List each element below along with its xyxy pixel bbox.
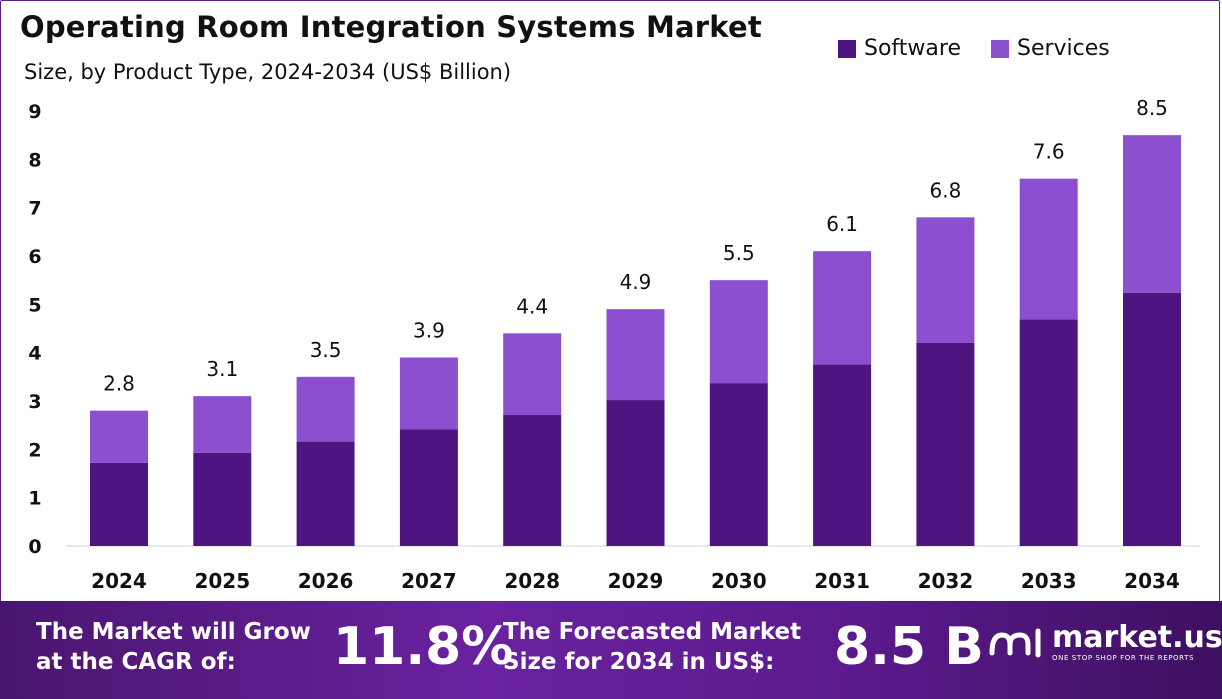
bar-software	[90, 462, 148, 546]
bar-total-label: 5.5	[723, 241, 755, 265]
legend-item-software: Software	[838, 36, 961, 61]
bar-services	[90, 410, 148, 463]
x-tick-label: 2027	[401, 569, 457, 593]
bar-services	[709, 280, 768, 384]
legend-label-software: Software	[864, 36, 961, 61]
legend-swatch-services	[990, 39, 1009, 58]
footer-banner: The Market will Grow at the CAGR of: 11.…	[0, 601, 1222, 699]
y-tick-label: 3	[28, 391, 41, 413]
bar-software	[1123, 292, 1181, 546]
x-tick-label: 2028	[504, 569, 560, 593]
bar-software	[1019, 319, 1078, 546]
y-tick-label: 6	[28, 246, 41, 268]
legend-label-services: Services	[1016, 36, 1110, 61]
bar-software	[916, 343, 975, 546]
x-tick-label: 2031	[814, 569, 870, 593]
y-tick-label: 2	[28, 439, 41, 461]
legend-swatch-software	[838, 39, 856, 58]
bar-software	[503, 415, 562, 546]
bar-software	[709, 383, 768, 546]
x-tick-label: 2032	[918, 569, 974, 593]
cagr-label-line2: at the CAGR of:	[36, 649, 236, 675]
x-tick-label: 2029	[608, 569, 664, 593]
x-tick-label: 2034	[1124, 569, 1180, 593]
bar-services	[193, 396, 252, 453]
chart-title: Operating Room Integration Systems Marke…	[20, 10, 762, 44]
x-tick-label: 2024	[91, 569, 147, 593]
bar-software	[399, 429, 458, 546]
forecast-label-line2: Size for 2034 in US$:	[503, 649, 775, 675]
bar-services	[1123, 135, 1181, 293]
forecast-value: 8.5 B	[834, 617, 984, 677]
y-tick-label: 4	[28, 343, 41, 365]
bar-total-label: 3.1	[206, 357, 238, 381]
bar-software	[813, 364, 872, 546]
y-tick-label: 8	[28, 149, 41, 171]
bar-total-label: 8.5	[1136, 96, 1168, 120]
x-tick-label: 2030	[711, 569, 767, 593]
bar-total-label: 4.4	[516, 294, 548, 318]
bar-total-label: 7.6	[1033, 140, 1065, 164]
bar-total-label: 2.8	[103, 372, 135, 396]
y-tick-label: 9	[28, 101, 41, 123]
market-us-logo-icon	[989, 628, 1041, 658]
bar-total-label: 4.9	[620, 270, 652, 294]
bar-services	[606, 309, 665, 401]
x-tick-label: 2025	[194, 569, 250, 593]
forecast-label-line1: The Forecasted Market	[503, 619, 802, 645]
brand-name: market.us	[1052, 620, 1222, 655]
y-tick-label: 5	[28, 294, 41, 316]
bar-total-label: 6.1	[826, 212, 858, 236]
bar-services	[916, 217, 975, 343]
legend: Software Services	[838, 36, 1110, 61]
bar-services	[399, 357, 458, 430]
bar-services	[296, 376, 355, 442]
bar-total-label: 6.8	[929, 178, 961, 202]
legend-item-services: Services	[990, 36, 1110, 61]
y-tick-label: 7	[28, 198, 41, 220]
chart-subtitle: Size, by Product Type, 2024-2034 (US$ Bi…	[24, 60, 512, 84]
cagr-label-line1: The Market will Grow	[36, 619, 311, 645]
bar-software	[193, 452, 252, 546]
bar-services	[503, 333, 562, 416]
bar-total-label: 3.9	[413, 319, 445, 343]
x-tick-label: 2033	[1021, 569, 1077, 593]
brand-tagline: ONE STOP SHOP FOR THE REPORTS	[1052, 654, 1195, 662]
bar-total-label: 3.5	[310, 338, 342, 362]
y-tick-label: 1	[28, 488, 41, 510]
bar-services	[813, 251, 872, 365]
bar-software	[606, 400, 665, 546]
x-tick-label: 2026	[298, 569, 354, 593]
bar-services	[1019, 178, 1078, 320]
brand-logo: market.us ONE STOP SHOP FOR THE REPORTS	[988, 623, 1222, 663]
cagr-value: 11.8%	[333, 617, 514, 677]
bar-software	[296, 441, 355, 546]
chart-plot: 0 1 2 3 4 5 6 7 8 9 2.8 2024 3.1 2025 3.5 2026 3.9 2027 4.…	[28, 96, 1200, 593]
y-tick-label: 0	[28, 536, 41, 558]
